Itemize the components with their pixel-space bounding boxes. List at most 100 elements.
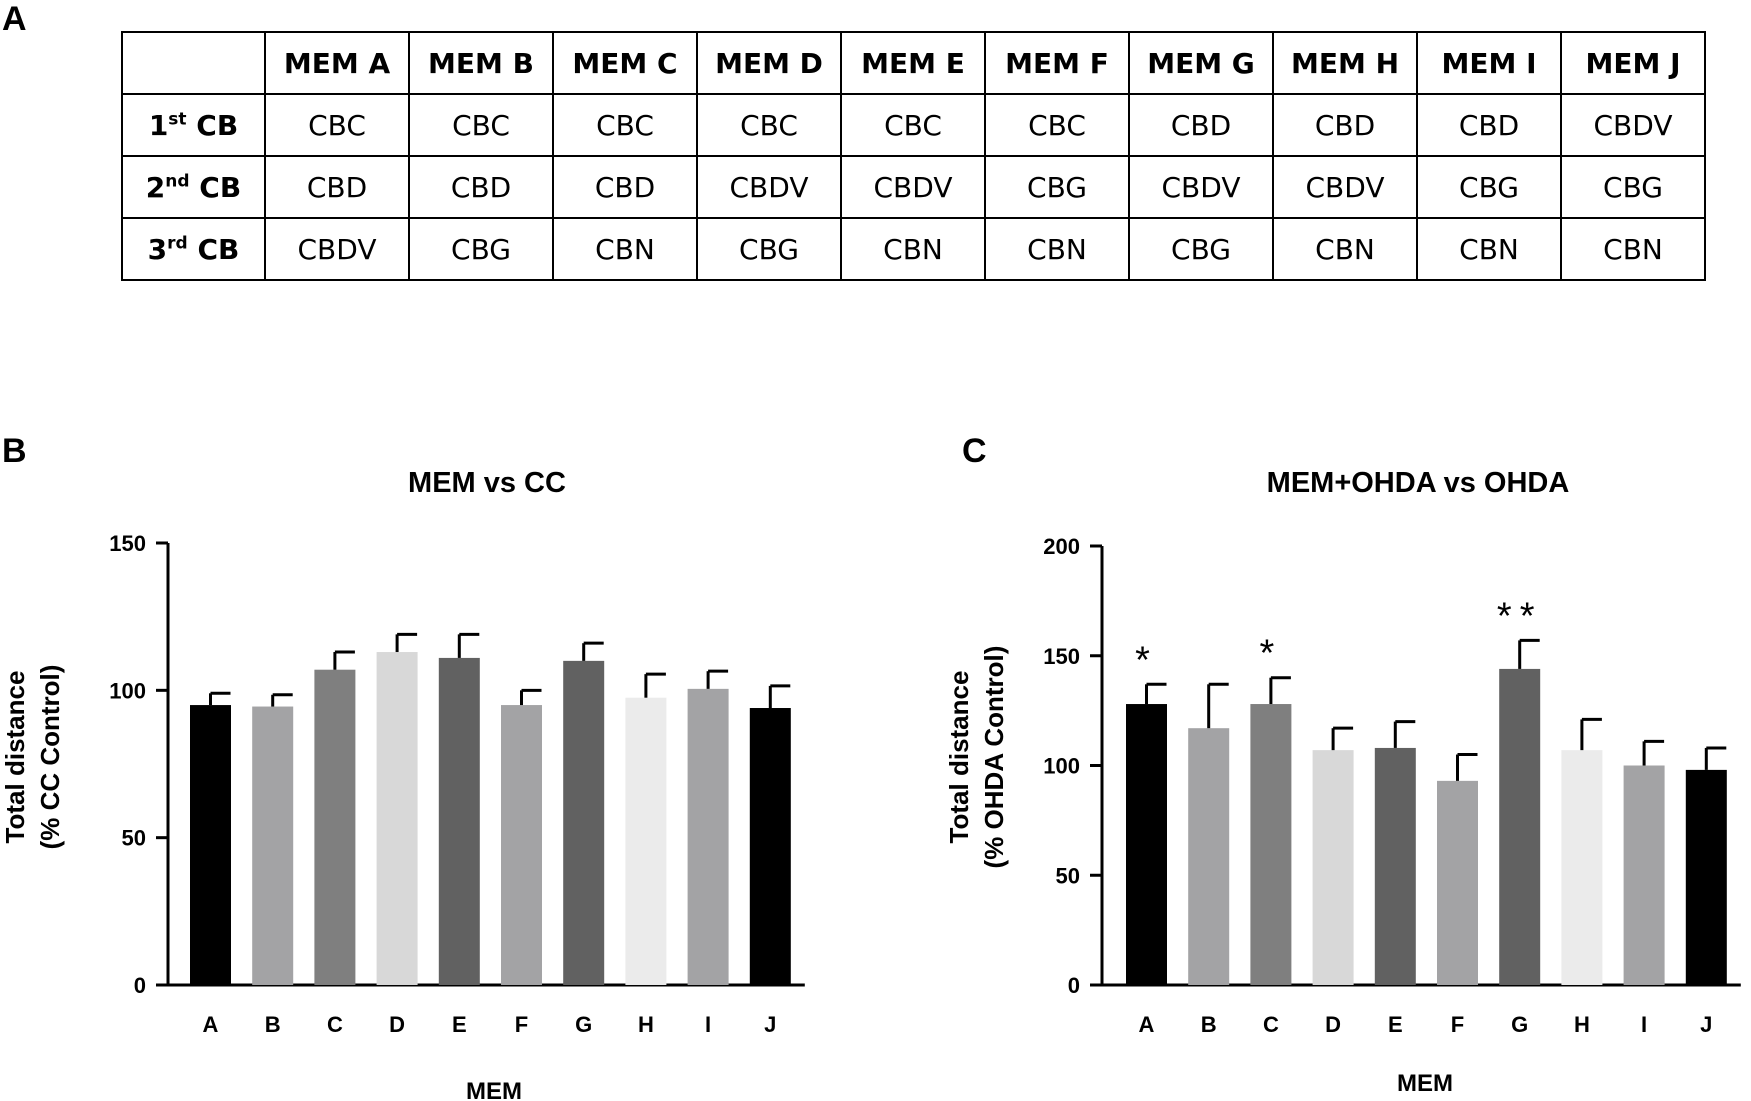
y-tick-label: 150	[109, 531, 146, 556]
y-tick-label: 100	[1043, 754, 1080, 779]
y-tick-label: 200	[1043, 534, 1080, 559]
table-cell: CBG	[696, 217, 842, 281]
x-tick-label: E	[452, 1012, 467, 1037]
table-cell: CBC	[408, 93, 554, 157]
x-tick-label: A	[1139, 1012, 1155, 1037]
table-cell: CBN	[984, 217, 1130, 281]
table-cell: CBG	[1128, 217, 1274, 281]
table-cell: CBD	[1128, 93, 1274, 157]
table-cell: CBN	[552, 217, 698, 281]
bar	[1437, 780, 1478, 985]
column-header: MEM G	[1128, 31, 1274, 95]
table-cell: CBG	[1416, 155, 1562, 219]
significance-marker: *	[1135, 639, 1158, 681]
x-tick-label: J	[764, 1012, 776, 1037]
column-header: MEM C	[552, 31, 698, 95]
column-header: MEM F	[984, 31, 1130, 95]
y-tick-label: 100	[109, 678, 146, 703]
y-axis-label: (% CC Control)	[35, 665, 65, 850]
x-axis-label: MEM	[466, 1078, 522, 1101]
table-cell: CBD	[1272, 93, 1418, 157]
bar	[438, 657, 480, 985]
bar	[563, 660, 605, 985]
table-cell: CBG	[984, 155, 1130, 219]
table-header-row: MEM A MEM B MEM C MEM D MEM E MEM F MEM …	[121, 31, 1706, 95]
table-cell: CBN	[1272, 217, 1418, 281]
table-row: 3rd CB CBDV CBG CBN CBG CBN CBN CBG CBN …	[121, 217, 1706, 281]
panel-label-a: A	[2, 0, 27, 38]
bar	[501, 705, 542, 985]
bar	[190, 705, 231, 985]
bar	[314, 669, 356, 985]
chart-title: MEM+OHDA vs OHDA	[1267, 467, 1570, 499]
bar	[252, 706, 294, 985]
column-header: MEM D	[696, 31, 842, 95]
x-tick-label: D	[1325, 1012, 1341, 1037]
x-axis-label: MEM	[1397, 1070, 1453, 1097]
x-tick-label: F	[1451, 1012, 1464, 1037]
column-header: MEM I	[1416, 31, 1562, 95]
row-header: 3rd CB	[121, 217, 266, 281]
table-cell: CBC	[984, 93, 1130, 157]
x-tick-label: E	[1388, 1012, 1403, 1037]
column-header: MEM E	[840, 31, 986, 95]
table-cell: CBDV	[264, 217, 410, 281]
x-tick-label: I	[1641, 1012, 1647, 1037]
panel-label-c: C	[962, 432, 987, 470]
x-tick-label: H	[638, 1012, 654, 1037]
table-cell: CBDV	[1272, 155, 1418, 219]
table-cell: CBN	[1416, 217, 1562, 281]
column-header: MEM J	[1560, 31, 1706, 95]
x-tick-label: G	[575, 1012, 592, 1037]
table-cell: CBDV	[696, 155, 842, 219]
bar	[1126, 704, 1167, 985]
table-row: 1st CB CBC CBC CBC CBC CBC CBC CBD CBD C…	[121, 93, 1706, 157]
column-header: MEM H	[1272, 31, 1418, 95]
table-cell: CBD	[552, 155, 698, 219]
chart-title: MEM vs CC	[408, 467, 566, 499]
column-header: MEM A	[264, 31, 410, 95]
x-tick-label: A	[203, 1012, 219, 1037]
bar	[1374, 747, 1416, 985]
significance-marker: **	[1497, 595, 1543, 637]
table-cell: CBC	[840, 93, 986, 157]
y-axis-label: (% OHDA Control)	[979, 646, 1009, 869]
x-tick-label: C	[327, 1012, 343, 1037]
y-tick-label: 150	[1043, 644, 1080, 669]
bar	[1188, 728, 1230, 985]
y-tick-label: 0	[134, 973, 146, 998]
table-cell: CBC	[552, 93, 698, 157]
table-cell: CBDV	[840, 155, 986, 219]
table-cell: CBC	[696, 93, 842, 157]
bar	[1561, 750, 1603, 985]
bar	[1312, 750, 1354, 985]
bar	[1499, 668, 1541, 985]
column-header: MEM B	[408, 31, 554, 95]
table-cell: CBG	[1560, 155, 1706, 219]
bar	[749, 708, 791, 985]
y-tick-label: 50	[122, 826, 146, 851]
cannabinoid-composition-table: MEM A MEM B MEM C MEM D MEM E MEM F MEM …	[121, 31, 1706, 281]
bar	[1623, 765, 1665, 985]
table-cell: CBDV	[1560, 93, 1706, 157]
table-cell: CBC	[264, 93, 410, 157]
x-tick-label: I	[705, 1012, 711, 1037]
x-tick-label: B	[1201, 1012, 1217, 1037]
bar	[376, 652, 418, 985]
x-tick-label: C	[1263, 1012, 1279, 1037]
bar	[1685, 769, 1727, 985]
table-cell: CBN	[840, 217, 986, 281]
x-tick-label: H	[1574, 1012, 1590, 1037]
x-tick-label: G	[1511, 1012, 1528, 1037]
panel-label-b: B	[2, 432, 27, 470]
y-axis-label: Total distance	[944, 671, 974, 844]
table-cell: CBN	[1560, 217, 1706, 281]
table-row: 2nd CB CBD CBD CBD CBDV CBDV CBG CBDV CB…	[121, 155, 1706, 219]
row-header: 2nd CB	[121, 155, 266, 219]
x-tick-label: J	[1700, 1012, 1712, 1037]
y-tick-label: 0	[1068, 973, 1080, 998]
x-tick-label: D	[389, 1012, 405, 1037]
table-cell: CBD	[1416, 93, 1562, 157]
bar	[687, 688, 729, 985]
